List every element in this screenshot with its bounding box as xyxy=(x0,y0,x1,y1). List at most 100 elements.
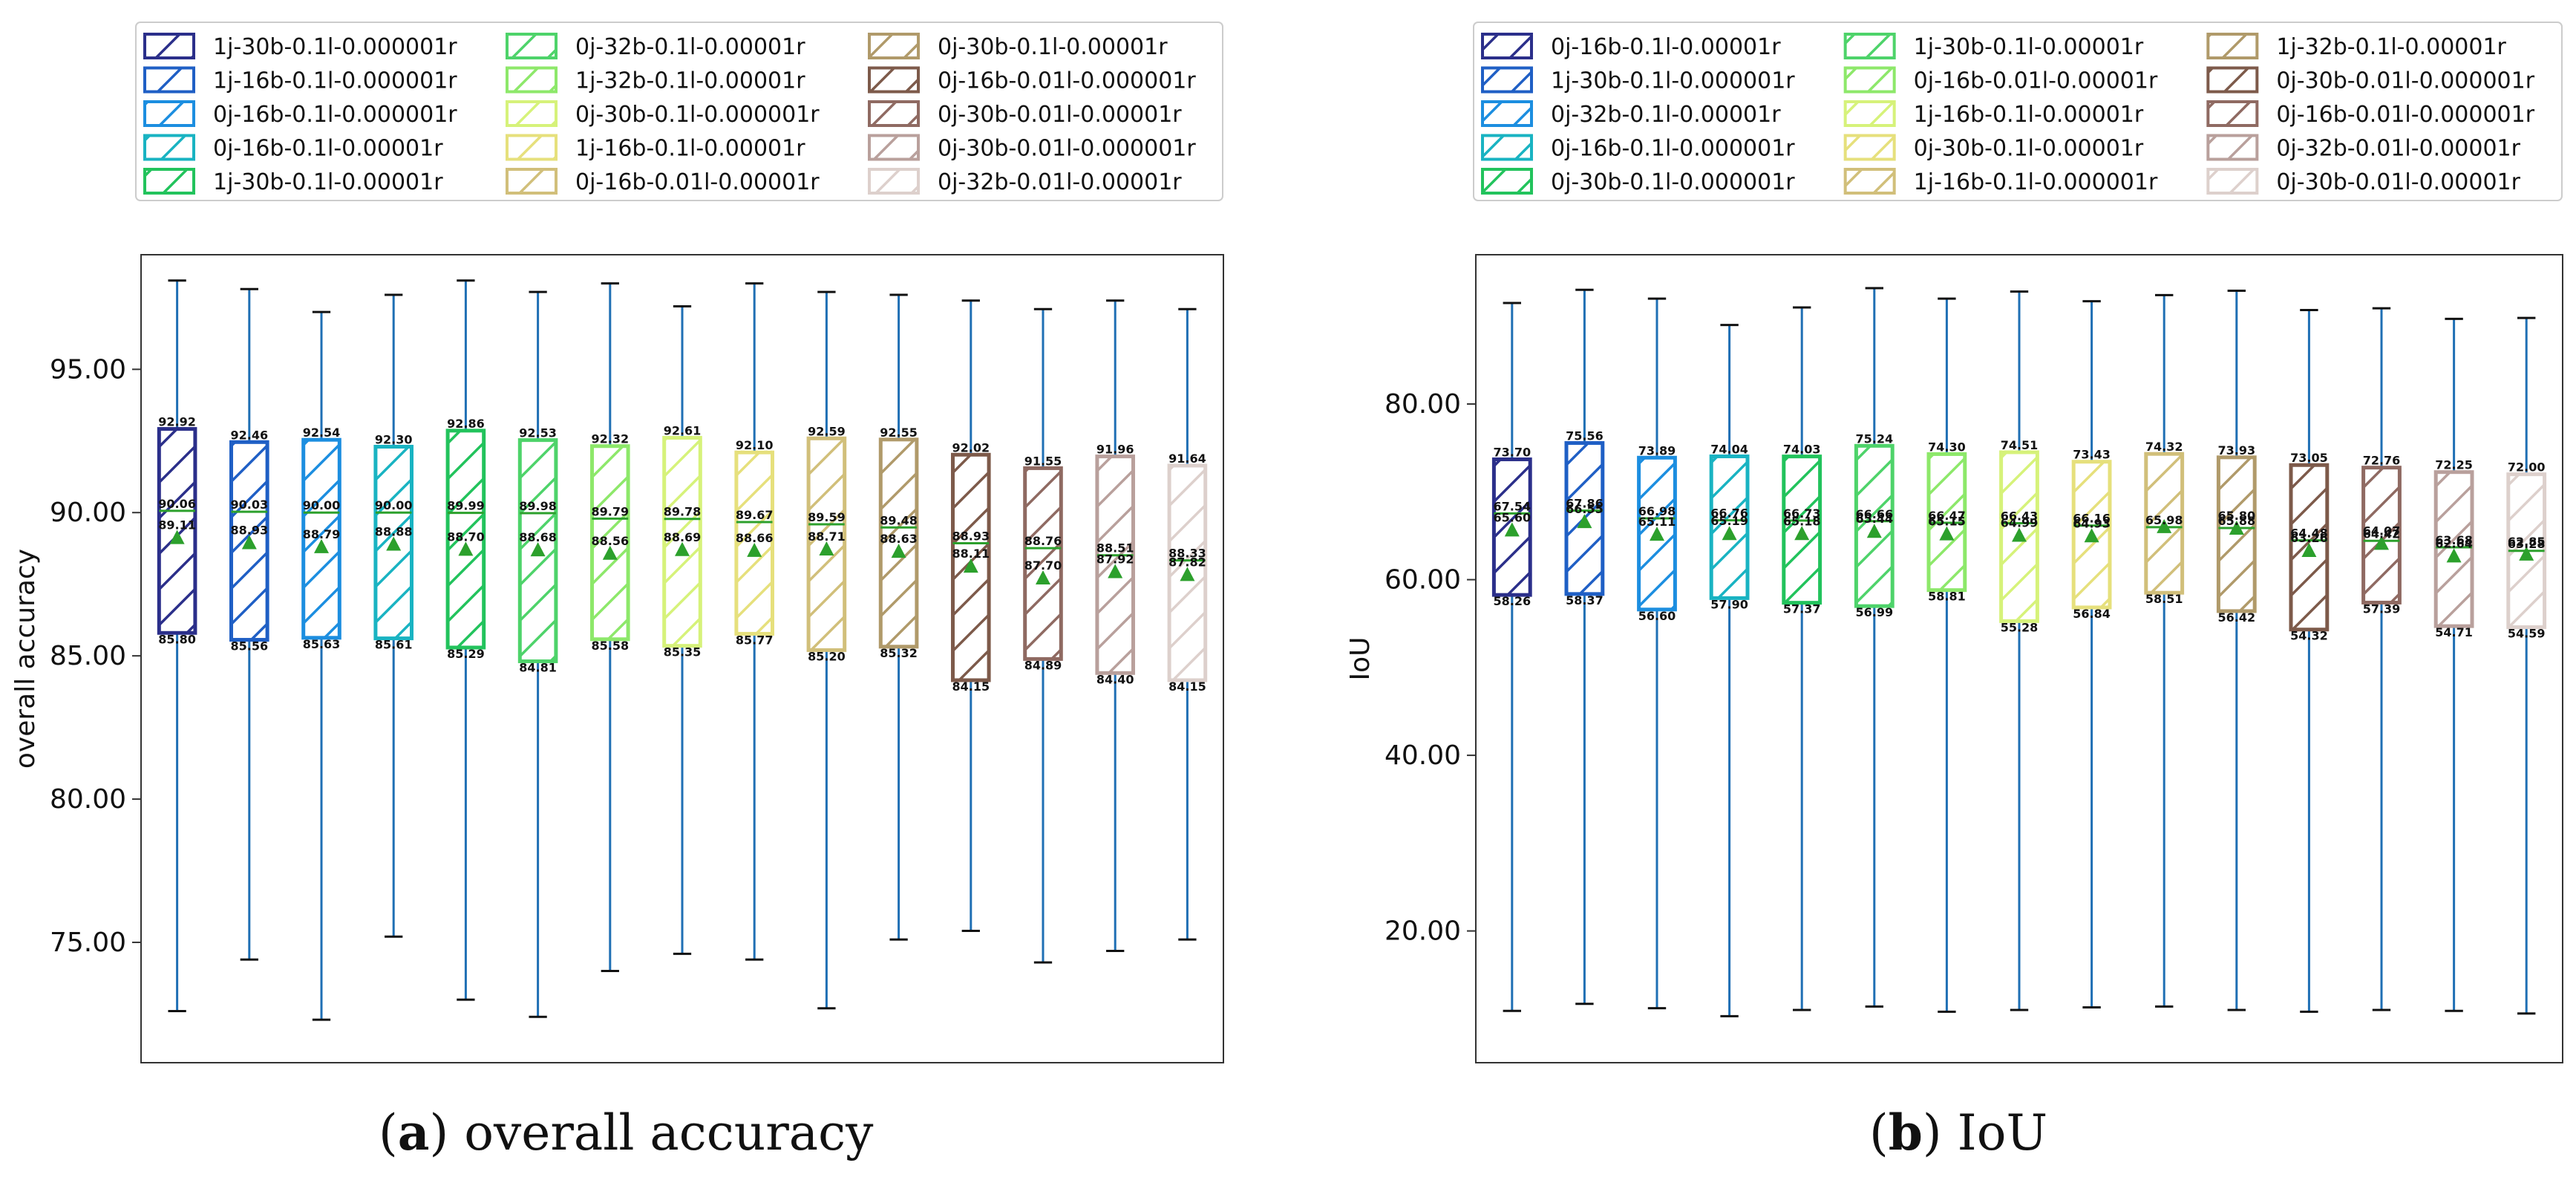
box-9: 92.10 89.67 88.66 85.77 xyxy=(734,282,775,961)
legend-swatch xyxy=(143,33,195,59)
legend-swatch xyxy=(506,33,558,59)
data-label: 55.28 xyxy=(2001,620,2039,634)
box-body xyxy=(2361,466,2402,604)
caption-a: (a) overall accuracy xyxy=(379,1104,874,1161)
mean-marker xyxy=(1866,524,1882,538)
legend-label: 0j-16b-0.01l-0.000001r xyxy=(2276,102,2534,128)
data-label: 92.53 xyxy=(519,426,557,440)
box-2: 92.46 90.03 88.93 85.56 xyxy=(229,287,269,961)
legend-label: 1j-16b-0.1l-0.00001r xyxy=(575,136,805,162)
mean-marker xyxy=(2084,528,2099,543)
data-label: 58.37 xyxy=(1566,593,1604,607)
data-label: 90.03 xyxy=(230,498,268,512)
legend-item: 0j-30b-0.1l-0.000001r xyxy=(506,100,820,128)
legend-swatch xyxy=(506,134,558,161)
legend-label: 0j-16b-0.1l-0.000001r xyxy=(1551,136,1795,162)
data-label: 73.93 xyxy=(2217,443,2255,457)
box-13: 91.55 88.76 87.70 84.89 xyxy=(1023,307,1063,964)
legend-label: 1j-32b-0.1l-0.00001r xyxy=(2276,34,2506,60)
data-label: 63.68 xyxy=(2435,533,2473,547)
legend-swatch xyxy=(1843,66,1896,94)
data-label: 85.32 xyxy=(880,646,918,660)
legend-swatch xyxy=(1843,33,1896,59)
data-label: 64.48 xyxy=(2290,527,2328,541)
legend-label: 0j-32b-0.01l-0.00001r xyxy=(938,169,1182,195)
data-label: 92.61 xyxy=(664,424,702,438)
data-label: 92.59 xyxy=(808,424,846,438)
data-label: 67.86 xyxy=(1566,497,1604,511)
box-1: 92.92 90.06 89.11 85.80 xyxy=(157,279,197,1013)
legend-item: 1j-30b-0.1l-0.00001r xyxy=(143,168,443,195)
legend-item: 1j-16b-0.1l-0.000001r xyxy=(1843,168,2158,195)
box-4: 92.30 90.00 88.88 85.61 xyxy=(373,293,413,938)
legend-label: 1j-16b-0.1l-0.00001r xyxy=(1914,102,2144,128)
data-label: 74.51 xyxy=(2001,438,2039,452)
legend-label: 0j-32b-0.1l-0.00001r xyxy=(575,34,805,60)
mean-marker xyxy=(602,545,618,560)
legend-item: 0j-16b-0.1l-0.00001r xyxy=(1481,33,1781,60)
legend-swatch xyxy=(1843,134,1896,161)
data-label: 88.71 xyxy=(808,529,846,544)
data-label: 88.69 xyxy=(664,530,702,544)
data-label: 91.55 xyxy=(1024,454,1062,468)
legend-swatch xyxy=(868,33,920,59)
data-label: 63.28 xyxy=(2508,537,2546,551)
data-label: 73.70 xyxy=(1493,446,1531,460)
legend-label: 0j-30b-0.1l-0.000001r xyxy=(1551,169,1795,195)
legend-label: 1j-32b-0.1l-0.00001r xyxy=(575,68,805,94)
box-8: 92.61 89.78 88.69 85.35 xyxy=(662,304,702,955)
data-label: 89.99 xyxy=(447,499,485,513)
legend-item: 1j-30b-0.1l-0.000001r xyxy=(143,33,457,60)
data-label: 58.51 xyxy=(2145,592,2183,606)
data-label: 88.79 xyxy=(303,527,341,541)
data-label: 65.18 xyxy=(1783,514,1821,528)
legend-swatch xyxy=(2206,66,2259,94)
data-label: 90.00 xyxy=(375,498,413,512)
caption-a-letter: a xyxy=(397,1104,430,1161)
legend-item: 1j-30b-0.1l-0.00001r xyxy=(1843,33,2144,60)
data-label: 57.39 xyxy=(2363,602,2401,616)
data-label: 62.64 xyxy=(2435,536,2473,550)
data-label: 89.78 xyxy=(664,505,702,519)
legend-swatch xyxy=(143,100,195,127)
data-label: 88.56 xyxy=(591,534,629,548)
mean-marker xyxy=(458,541,474,556)
legend-swatch xyxy=(506,100,558,127)
mean-marker xyxy=(1939,526,1955,541)
box-3: 92.54 90.00 88.79 85.63 xyxy=(301,310,341,1021)
data-label: 74.04 xyxy=(1710,443,1748,457)
data-label: 84.81 xyxy=(519,660,557,674)
data-label: 85.63 xyxy=(303,637,341,651)
data-label: 92.92 xyxy=(158,415,196,429)
y-tick-label: 40.00 xyxy=(1385,740,1461,771)
legend-swatch xyxy=(1481,33,1533,59)
plot-frame xyxy=(140,254,1224,1063)
legend-item: 0j-16b-0.1l-0.00001r xyxy=(143,134,443,162)
data-label: 87.70 xyxy=(1024,558,1062,573)
data-label: 65.44 xyxy=(1855,512,1893,526)
data-label: 85.20 xyxy=(808,649,846,663)
legend-item: 1j-32b-0.1l-0.00001r xyxy=(506,66,805,94)
legend-label: 1j-30b-0.1l-0.000001r xyxy=(1551,68,1795,94)
data-label: 72.76 xyxy=(2363,454,2401,468)
legend-item: 0j-32b-0.1l-0.00001r xyxy=(1481,100,1781,128)
y-tick-label: 95.00 xyxy=(50,354,126,385)
legend-label: 0j-16b-0.01l-0.000001r xyxy=(938,68,1196,94)
data-label: 89.11 xyxy=(158,518,196,532)
data-label: 89.48 xyxy=(880,513,918,527)
data-label: 84.89 xyxy=(1024,658,1062,672)
data-label: 66.16 xyxy=(2073,512,2111,526)
legend-swatch xyxy=(143,66,195,94)
data-label: 56.84 xyxy=(2073,607,2111,621)
data-label: 84.15 xyxy=(952,680,990,694)
legend-item: 0j-30b-0.1l-0.000001r xyxy=(1481,168,1795,195)
data-label: 88.88 xyxy=(375,524,413,538)
mean-marker xyxy=(2374,535,2389,550)
mean-marker xyxy=(386,536,402,551)
legend-label: 0j-32b-0.01l-0.00001r xyxy=(2276,136,2520,162)
data-label: 66.76 xyxy=(1710,506,1748,521)
